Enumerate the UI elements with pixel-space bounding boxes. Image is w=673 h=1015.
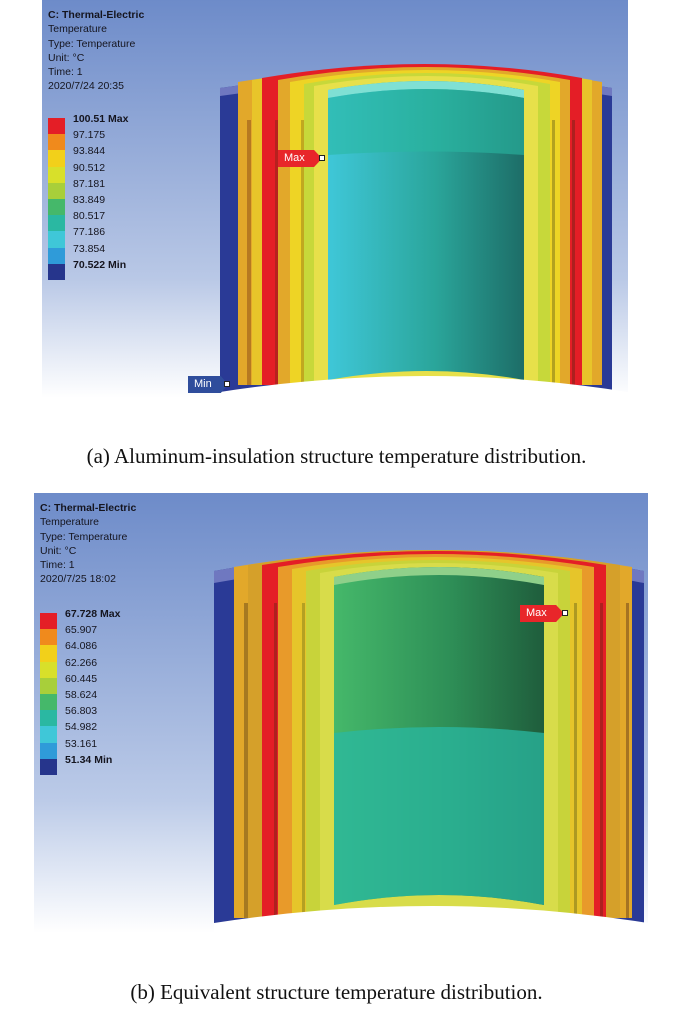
legend-label: 100.51 Max (73, 113, 129, 125)
legend-swatch (48, 118, 65, 135)
legend-swatch (48, 134, 65, 151)
legend-swatch (40, 694, 57, 711)
legend-swatch (40, 742, 57, 760)
figure-b-info-type: Type: Temperature (40, 530, 128, 543)
figure-a-info-result: Temperature (48, 23, 107, 36)
legend-swatch (48, 263, 65, 281)
legend-label: 65.907 (65, 624, 98, 637)
legend-swatch (40, 645, 57, 663)
legend-label: 56.803 (65, 705, 98, 718)
legend-label: 87.181 (73, 177, 106, 190)
legend-swatch (40, 629, 57, 646)
legend-swatch (40, 758, 57, 776)
figure-a-info-date: 2020/7/24 20:35 (48, 80, 124, 93)
figure-a-panel: C: Thermal-Electric Temperature Type: Te… (42, 0, 628, 398)
figure-a-info-unit: Unit: °C (48, 51, 85, 64)
legend-label: 90.512 (73, 161, 106, 174)
legend-swatch (48, 247, 65, 265)
figure-a-max-probe: Max (278, 150, 322, 167)
figure-a-min-pin (224, 381, 230, 387)
figure-b-render (34, 493, 648, 933)
figure-b-info-result: Temperature (40, 516, 99, 529)
figure-b-max-probe: Max (520, 605, 564, 622)
figure-a-info-time: Time: 1 (48, 66, 83, 79)
legend-label: 51.34 Min (65, 753, 113, 766)
figure-b-panel: C: Thermal-Electric Temperature Type: Te… (34, 493, 648, 933)
legend-label: 60.445 (65, 672, 98, 685)
figure-a-min-probe: Min (188, 376, 228, 393)
legend-swatch (48, 215, 65, 232)
legend-label: 64.086 (65, 640, 98, 653)
legend-label: 77.186 (73, 226, 106, 239)
legend-swatch (40, 726, 57, 744)
figure-b-caption: (b) Equivalent structure temperature dis… (130, 980, 543, 1004)
legend-swatch (40, 677, 57, 695)
figure-b-info: C: Thermal-Electric Temperature Type: Te… (40, 501, 136, 587)
figure-a-info-type: Type: Temperature (48, 37, 136, 50)
legend-label: 67.728 Max (65, 608, 121, 620)
figure-a-caption: (a) Aluminum-insulation structure temper… (86, 444, 587, 468)
legend-swatch (40, 661, 57, 679)
legend-swatch (48, 231, 65, 249)
legend-swatch (48, 199, 65, 216)
legend-label: 58.624 (65, 689, 98, 701)
legend-swatch (48, 150, 65, 168)
figure-b-max-pin (562, 610, 568, 616)
figure-b-info-unit: Unit: °C (40, 544, 77, 557)
legend-swatch (48, 166, 65, 184)
legend-swatch (40, 710, 57, 727)
legend-label: 73.854 (73, 242, 106, 255)
legend-label: 70.522 Min (73, 258, 127, 271)
figure-a-info-title: C: Thermal-Electric (48, 9, 145, 21)
figure-b-info-title: C: Thermal-Electric (40, 502, 137, 514)
legend-label: 80.517 (73, 210, 106, 223)
legend-label: 97.175 (73, 129, 106, 142)
legend-swatch (40, 613, 57, 630)
legend-swatch (48, 182, 65, 200)
figure-b-info-time: Time: 1 (40, 559, 75, 572)
legend-label: 62.266 (65, 656, 98, 669)
legend-label: 54.982 (65, 721, 98, 734)
figure-a-info: C: Thermal-Electric Temperature Type: Te… (48, 8, 144, 94)
legend-label: 93.844 (73, 145, 106, 158)
figure-b-info-date: 2020/7/25 18:02 (40, 573, 116, 586)
legend-label: 53.161 (65, 737, 98, 750)
legend-label: 83.849 (73, 194, 106, 206)
figure-a-render (42, 0, 628, 398)
figure-a-max-pin (319, 155, 325, 161)
